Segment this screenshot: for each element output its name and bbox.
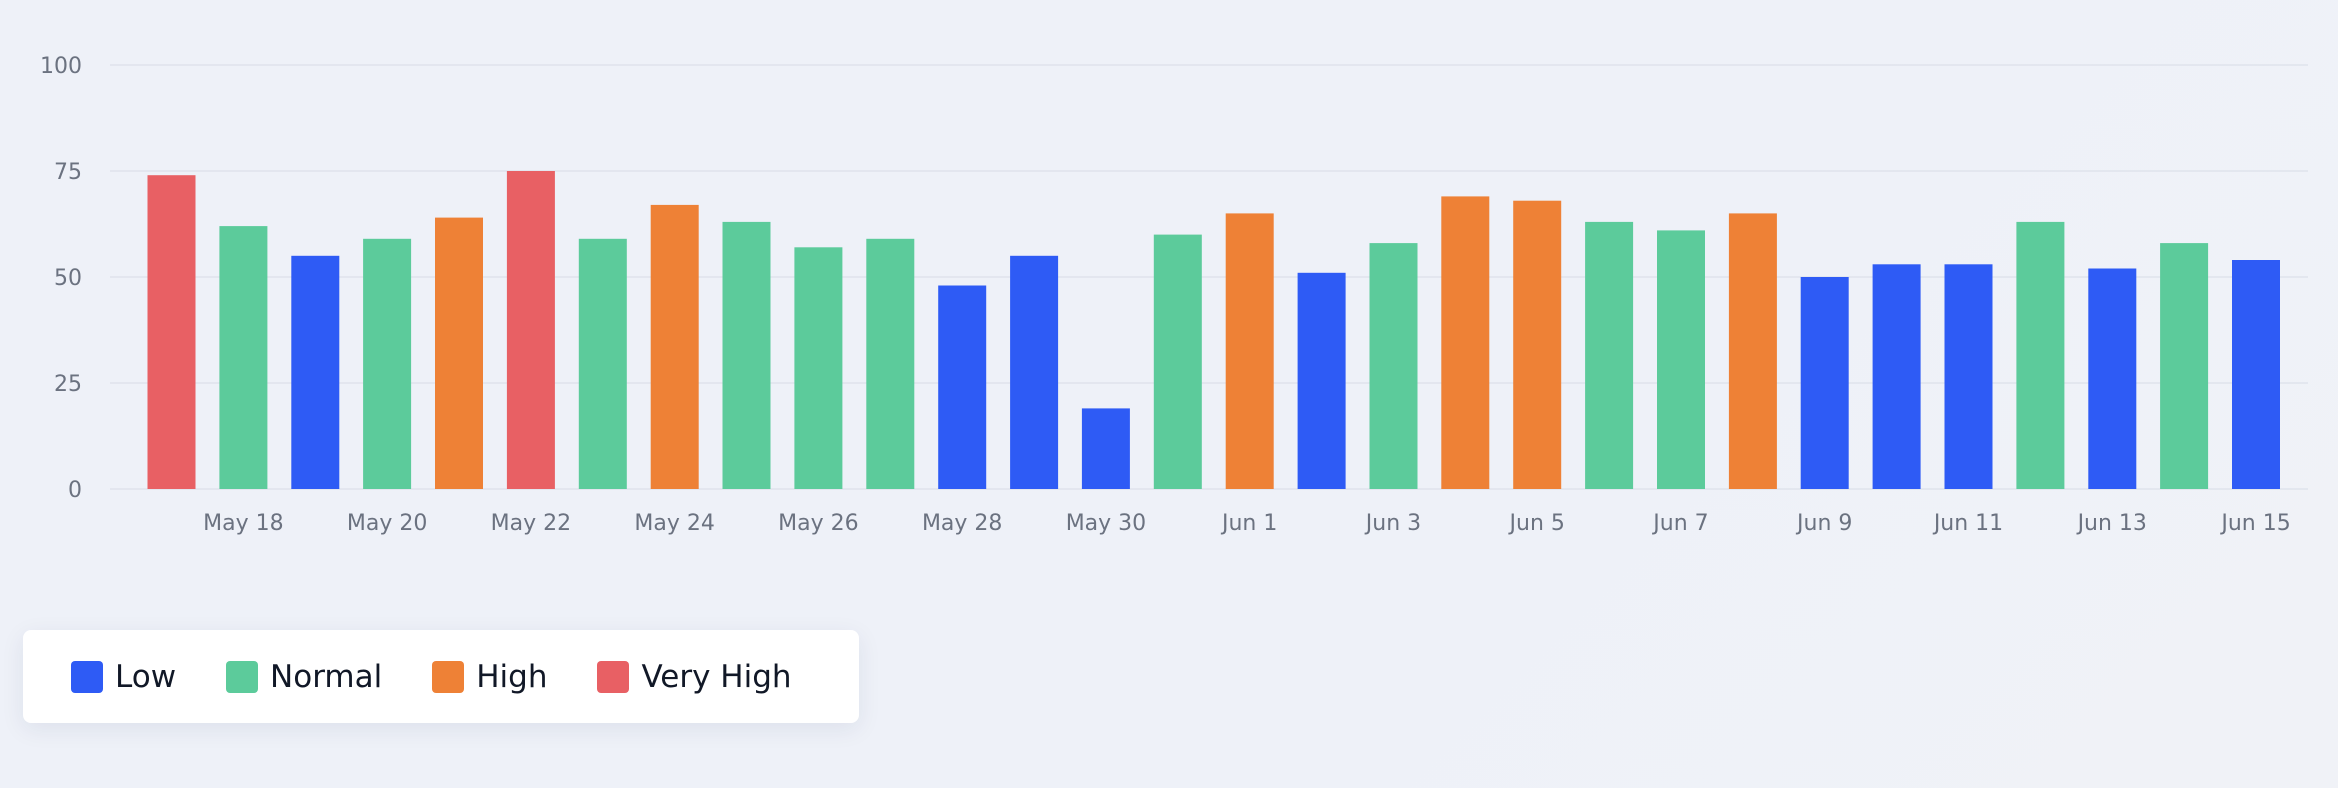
legend-item-very-high[interactable]: Very High xyxy=(597,658,792,695)
legend-item-low[interactable]: Low xyxy=(71,659,176,695)
bar-jun-10[interactable] xyxy=(1872,264,1921,489)
bar-may-28[interactable] xyxy=(938,285,987,490)
legend-label-high: High xyxy=(476,658,548,695)
bar-may-17[interactable] xyxy=(147,175,196,489)
x-tick-label: Jun 15 xyxy=(2219,511,2290,536)
x-tick-label: May 26 xyxy=(778,511,858,536)
legend-swatch-low xyxy=(71,660,103,693)
x-tick-label: May 22 xyxy=(491,511,571,536)
bar-jun-9[interactable] xyxy=(1800,277,1849,489)
x-tick-label: May 24 xyxy=(634,511,714,536)
bar-may-21[interactable] xyxy=(435,217,483,489)
bar-may-29[interactable] xyxy=(1010,255,1059,489)
bar-jun-11[interactable] xyxy=(1944,264,1993,489)
y-axis: 0 25 50 75 100 xyxy=(40,54,82,503)
y-tick-label: 0 xyxy=(68,478,82,503)
bar-may-18[interactable] xyxy=(219,226,268,489)
x-tick-label: Jun 5 xyxy=(1508,511,1565,536)
bar-may-25[interactable] xyxy=(722,221,771,489)
bar-jun-15[interactable] xyxy=(2232,260,2280,489)
bar-may-24[interactable] xyxy=(650,204,699,489)
x-tick-label: May 28 xyxy=(922,511,1002,536)
legend-swatch-normal xyxy=(226,660,259,693)
bar-jun-5[interactable] xyxy=(1513,200,1562,489)
legend-item-high[interactable]: High xyxy=(432,659,547,695)
legend-swatch-high xyxy=(432,660,465,693)
x-tick-label: May 20 xyxy=(347,511,427,536)
bar-may-20[interactable] xyxy=(363,238,412,489)
bar-jun-14[interactable] xyxy=(2160,243,2209,489)
x-tick-label: Jun 7 xyxy=(1651,511,1708,536)
y-tick-label: 50 xyxy=(54,266,82,291)
bar-jun-7[interactable] xyxy=(1657,230,1705,489)
x-tick-label: May 30 xyxy=(1066,511,1146,536)
bar-may-22[interactable] xyxy=(506,171,555,489)
bar-may-31[interactable] xyxy=(1153,234,1202,489)
legend-swatch-very-high xyxy=(597,660,630,693)
bar-jun-4[interactable] xyxy=(1441,196,1490,489)
x-tick-label: Jun 13 xyxy=(2076,511,2147,536)
bar-may-27[interactable] xyxy=(866,238,915,489)
x-tick-label: Jun 9 xyxy=(1795,511,1852,536)
bar-may-23[interactable] xyxy=(578,238,627,489)
x-tick-label: Jun 1 xyxy=(1220,511,1277,536)
x-tick-label: Jun 3 xyxy=(1364,511,1421,536)
bar-may-30[interactable] xyxy=(1081,408,1130,489)
bar-jun-13[interactable] xyxy=(2088,268,2137,490)
bar-jun-8[interactable] xyxy=(1728,213,1777,489)
x-tick-label: May 18 xyxy=(203,511,283,536)
bar-jun-2[interactable] xyxy=(1297,272,1346,489)
legend-label-normal: Normal xyxy=(270,658,383,695)
bar-chart: 0 25 50 75 100 May 18 May 20 May 22 May 24 May 2… xyxy=(40,54,2308,536)
y-tick-label: 25 xyxy=(54,372,82,397)
bar-jun-3[interactable] xyxy=(1369,243,1418,489)
bars xyxy=(147,171,2280,490)
bar-jun-6[interactable] xyxy=(1585,221,1634,489)
y-tick-label: 100 xyxy=(40,54,82,79)
legend-item-normal[interactable]: Normal xyxy=(226,659,382,695)
bar-may-19[interactable] xyxy=(291,255,340,489)
legend: Low Normal High Very High xyxy=(23,630,859,723)
x-axis: May 18 May 20 May 22 May 24 May 26 May 28 May … xyxy=(203,511,2291,536)
bar-jun-1[interactable] xyxy=(1225,213,1274,489)
bar-may-26[interactable] xyxy=(794,247,843,489)
legend-label-low: Low xyxy=(115,658,177,695)
legend-label-very-high: Very High xyxy=(641,658,792,695)
y-tick-label: 75 xyxy=(54,160,82,185)
x-tick-label: Jun 11 xyxy=(1932,511,2003,536)
bar-jun-12[interactable] xyxy=(2016,221,2065,489)
